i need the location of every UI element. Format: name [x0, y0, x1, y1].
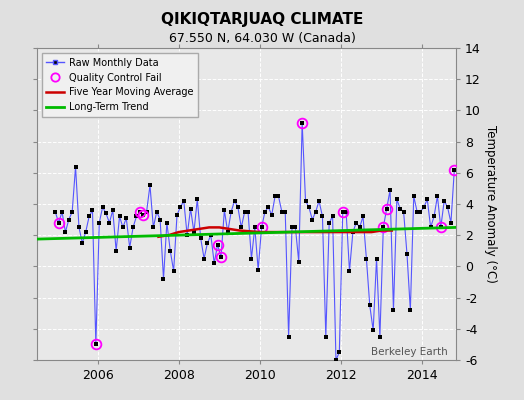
Legend: Raw Monthly Data, Quality Control Fail, Five Year Moving Average, Long-Term Tren: Raw Monthly Data, Quality Control Fail, …: [41, 53, 198, 117]
Text: QIKIQTARJUAQ CLIMATE: QIKIQTARJUAQ CLIMATE: [161, 12, 363, 27]
Y-axis label: Temperature Anomaly (°C): Temperature Anomaly (°C): [485, 125, 497, 283]
Text: Berkeley Earth: Berkeley Earth: [371, 347, 447, 357]
Text: 67.550 N, 64.030 W (Canada): 67.550 N, 64.030 W (Canada): [169, 32, 355, 45]
